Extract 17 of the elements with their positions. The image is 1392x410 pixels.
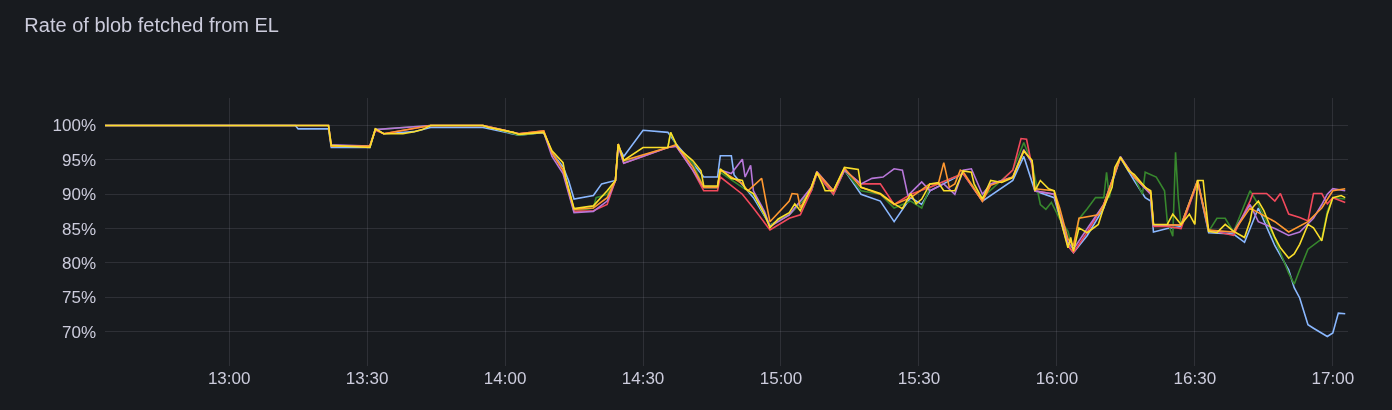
x-tick-label: 16:30: [1173, 369, 1217, 388]
chart-title: Rate of blob fetched from EL: [24, 14, 279, 37]
y-tick-label: 90%: [61, 185, 96, 205]
x-tick-label: 15:30: [897, 369, 941, 388]
y-tick-label: 80%: [61, 253, 96, 273]
x-tick-label: 16:00: [1035, 369, 1079, 388]
x-tick-label: 13:00: [207, 369, 251, 388]
y-tick-label: 70%: [61, 322, 96, 342]
y-tick-label: 100%: [52, 116, 96, 136]
y-tick-label: 75%: [61, 288, 96, 308]
x-tick-label: 17:00: [1311, 369, 1355, 388]
x-tick-label: 13:30: [345, 369, 389, 388]
x-tick-label: 14:00: [483, 369, 527, 388]
y-tick-label: 95%: [61, 150, 96, 170]
x-tick-label: 14:30: [621, 369, 665, 388]
y-tick-label: 85%: [61, 219, 96, 239]
x-tick-label: 15:00: [759, 369, 803, 388]
